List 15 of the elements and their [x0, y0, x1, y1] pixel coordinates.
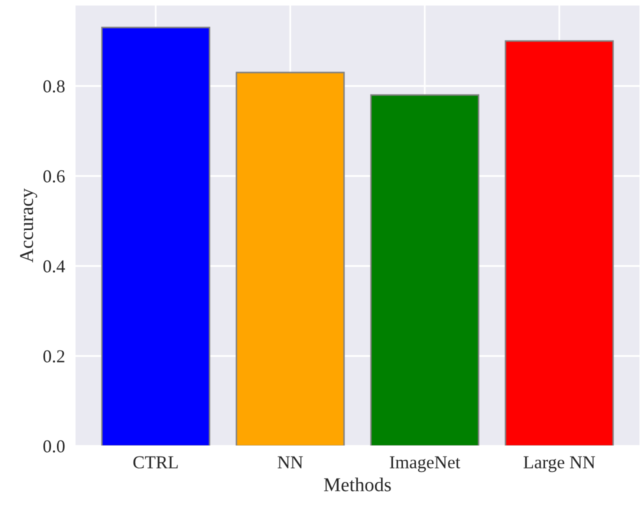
y-axis-title: Accuracy: [20, 188, 38, 263]
x-tick-label: NN: [278, 456, 303, 468]
bar: [236, 72, 345, 446]
bar: [101, 26, 210, 446]
y-tick-label: 0.4: [43, 260, 65, 273]
y-tick-label: 0.6: [43, 170, 65, 183]
x-tick-label: ImageNet: [390, 456, 460, 472]
x-tick-label: CTRL: [133, 456, 178, 468]
y-tick-label: 0.2: [43, 350, 64, 363]
bar: [370, 94, 480, 446]
y-tick-label: 0.0: [43, 440, 65, 453]
x-tick-label: Large NN: [524, 456, 596, 472]
y-tick-label: 0.8: [43, 80, 65, 93]
x-axis-title: Methods: [324, 478, 391, 492]
bar: [504, 40, 614, 446]
